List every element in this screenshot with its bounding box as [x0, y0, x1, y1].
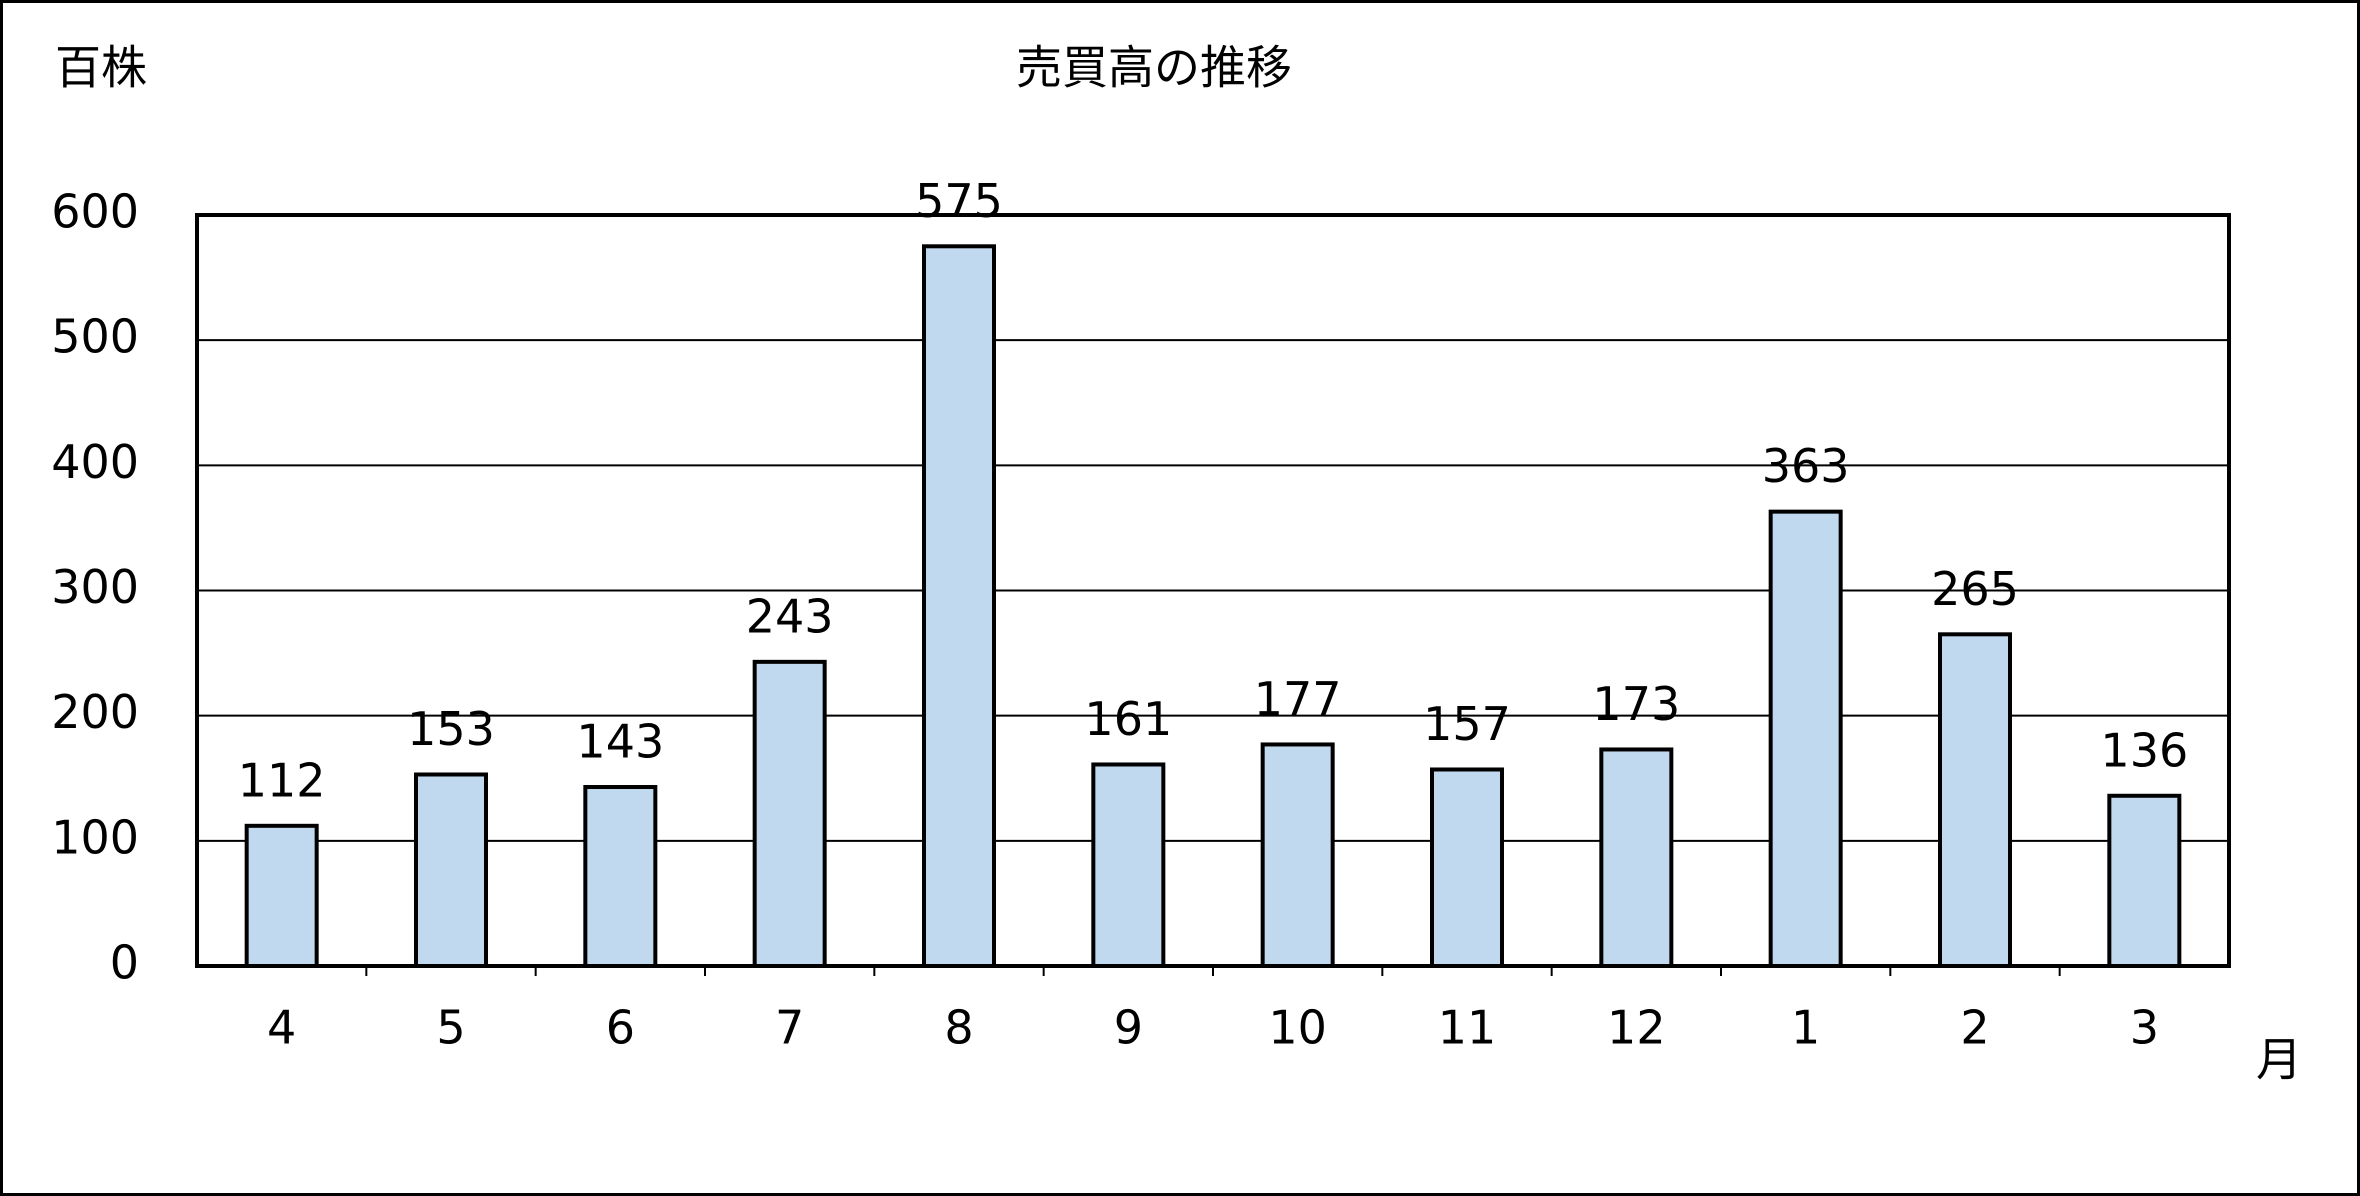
y-axis-unit: 百株	[55, 41, 147, 95]
x-tick-label: 10	[1268, 1001, 1327, 1055]
bar	[1599, 747, 1674, 968]
data-label: 177	[1254, 672, 1342, 726]
y-tick-label: 300	[51, 560, 139, 614]
bar	[1091, 762, 1166, 969]
x-tick-label: 7	[775, 1001, 804, 1055]
data-label: 143	[576, 715, 664, 769]
data-label: 363	[1762, 439, 1850, 493]
x-tick-label: 12	[1607, 1001, 1666, 1055]
bar	[752, 659, 827, 968]
bar	[2107, 793, 2182, 968]
data-label: 173	[1592, 677, 1680, 731]
bar	[414, 772, 488, 968]
bar	[1260, 742, 1335, 969]
data-label: 265	[1931, 562, 2019, 616]
bar	[922, 244, 996, 968]
data-label: 157	[1423, 697, 1511, 751]
x-tick-label: 1	[1791, 1001, 1820, 1055]
data-label: 136	[2100, 723, 2188, 777]
x-tick-label: 6	[606, 1001, 635, 1055]
data-label: 112	[238, 753, 326, 807]
bar	[1430, 767, 1504, 969]
y-tick-label: 0	[110, 936, 139, 990]
bar	[583, 785, 658, 968]
x-tick-label: 2	[1960, 1001, 1989, 1055]
data-label: 243	[746, 589, 834, 643]
data-label: 575	[915, 174, 1003, 228]
x-tick-label: 5	[436, 1001, 465, 1055]
x-tick-label: 4	[267, 1001, 296, 1055]
x-tick-label: 8	[944, 1001, 973, 1055]
plot-border	[195, 213, 2231, 968]
y-tick-label: 100	[51, 810, 139, 864]
bar	[1938, 632, 2012, 969]
chart-title: 売買高の推移	[1016, 41, 1292, 95]
x-tick-label: 3	[2130, 1001, 2159, 1055]
x-tick-label: 11	[1438, 1001, 1497, 1055]
data-label: 153	[407, 702, 495, 756]
x-tick-label: 9	[1114, 1001, 1143, 1055]
y-tick-label: 400	[51, 435, 139, 489]
y-tick-label: 500	[51, 310, 139, 364]
bar	[1768, 509, 1843, 968]
y-tick-label: 600	[51, 185, 139, 239]
bar	[244, 823, 319, 969]
data-label: 161	[1084, 692, 1172, 746]
y-tick-label: 200	[51, 685, 139, 739]
x-axis-unit: 月	[2256, 1033, 2302, 1087]
